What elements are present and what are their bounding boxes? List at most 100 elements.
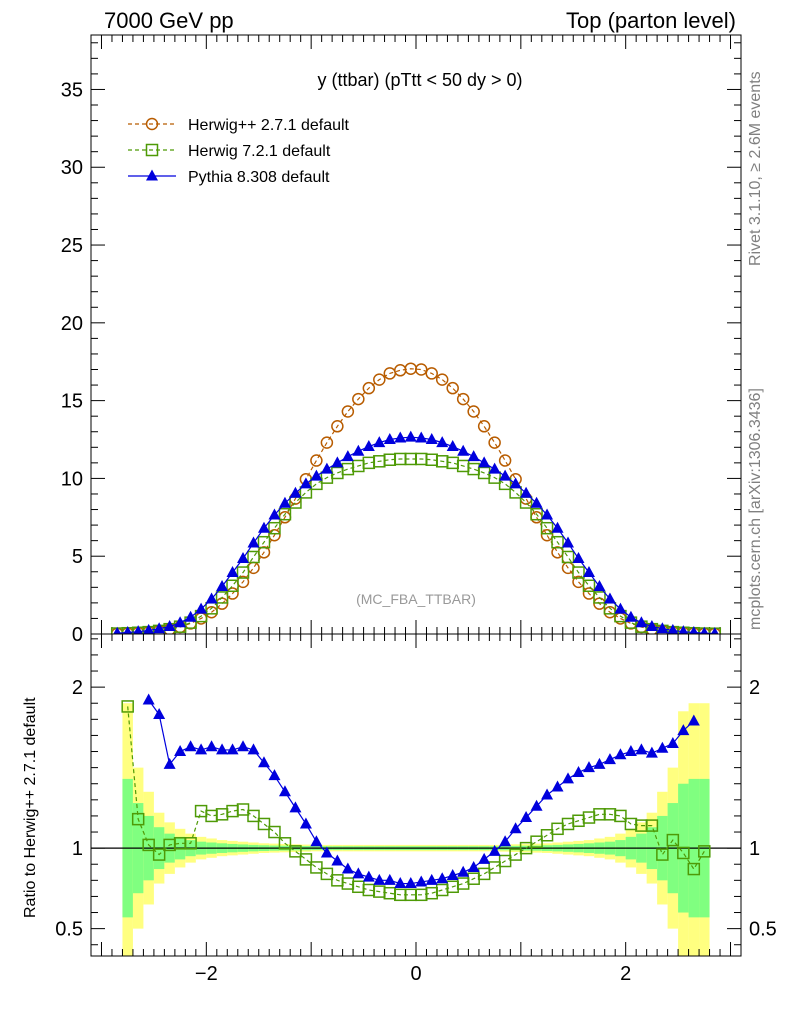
- data-point: [278, 496, 291, 508]
- data-point: [572, 765, 585, 777]
- data-point: [488, 462, 501, 474]
- data-point: [299, 817, 312, 829]
- data-point: [373, 436, 386, 448]
- data-point: [520, 486, 533, 498]
- data-point: [488, 844, 501, 856]
- data-point: [645, 620, 658, 632]
- data-point: [562, 536, 575, 548]
- series-line: [127, 706, 705, 896]
- data-point: [435, 373, 449, 386]
- data-point: [195, 602, 208, 614]
- data-point: [603, 753, 616, 765]
- data-point: [163, 620, 176, 632]
- series-pythia-8-308-default: [142, 693, 700, 889]
- analysis-watermark: (MC_FBA_TTBAR): [356, 591, 476, 607]
- data-point: [310, 469, 323, 481]
- data-point: [667, 623, 679, 634]
- data-point: [257, 756, 270, 768]
- y-tick-label: 0: [72, 624, 83, 646]
- data-point: [624, 610, 637, 622]
- data-point: [645, 746, 658, 758]
- data-point: [373, 373, 386, 386]
- data-point: [143, 623, 155, 634]
- ratio-y-tick-label-right: 1: [749, 838, 760, 860]
- series-herwig-7-2-1-default: [121, 700, 711, 902]
- data-point: [425, 367, 438, 380]
- data-point: [467, 405, 480, 418]
- y-tick-label: 35: [61, 79, 83, 101]
- data-point: [289, 845, 302, 858]
- legend-label: Pythia 8.308 default: [188, 169, 330, 186]
- data-point: [247, 743, 260, 755]
- y-tick-label: 5: [72, 546, 83, 568]
- data-point: [635, 743, 648, 755]
- data-point: [677, 846, 690, 860]
- data-point: [268, 825, 281, 839]
- data-point: [624, 745, 637, 757]
- y-tick-label: 25: [61, 235, 83, 257]
- data-point: [310, 861, 323, 874]
- main-panel: 0 5 10 15 20 25 30 35 Herwig++ 2.7.1 default Herw…: [61, 34, 742, 646]
- data-point: [226, 579, 239, 593]
- data-point: [341, 862, 354, 874]
- ratio-y-tick-label: 2: [72, 677, 83, 699]
- data-point: [205, 740, 218, 752]
- data-point: [257, 535, 271, 549]
- data-point: [320, 462, 333, 474]
- data-point: [541, 508, 554, 520]
- header-left-label: 7000 GeV pp: [104, 8, 234, 33]
- data-point: [320, 867, 334, 881]
- data-point: [268, 769, 281, 781]
- data-point: [247, 536, 260, 548]
- data-point: [436, 872, 449, 884]
- data-point: [215, 591, 229, 604]
- series-line: [117, 458, 715, 634]
- y-tick-label: 10: [61, 468, 83, 490]
- data-point: [152, 848, 166, 861]
- data-point: [656, 622, 669, 634]
- legend-label: Herwig++ 2.7.1 default: [188, 117, 350, 134]
- data-point: [509, 477, 522, 489]
- data-point: [456, 392, 470, 406]
- data-point: [530, 799, 543, 811]
- data-point: [456, 877, 470, 890]
- data-point: [205, 592, 218, 604]
- data-point: [216, 580, 229, 592]
- data-point: [614, 602, 627, 614]
- data-point: [123, 625, 133, 634]
- data-point: [362, 381, 376, 395]
- data-point: [121, 700, 134, 713]
- data-point: [499, 835, 512, 847]
- data-point: [257, 817, 271, 831]
- data-point: [236, 803, 250, 816]
- legend-marker: [145, 117, 159, 131]
- data-point: [236, 566, 250, 579]
- data-point: [656, 741, 669, 753]
- data-point: [394, 877, 407, 889]
- data-point: [687, 862, 701, 876]
- data-point: [614, 748, 627, 760]
- x-tick-label: −2: [195, 963, 218, 985]
- data-point: [278, 507, 292, 521]
- data-point: [446, 869, 459, 880]
- data-point: [425, 873, 438, 885]
- data-point: [446, 381, 459, 395]
- data-point: [710, 627, 719, 634]
- data-point: [373, 873, 386, 885]
- data-point: [415, 875, 428, 887]
- data-point: [561, 550, 575, 564]
- data-point: [540, 829, 554, 842]
- data-point: [687, 714, 700, 726]
- legend-label: Herwig 7.2.1 default: [188, 143, 331, 160]
- data-point: [561, 817, 575, 831]
- data-point: [698, 845, 711, 858]
- data-point: [509, 848, 522, 861]
- data-point: [467, 462, 480, 476]
- x-tick-label: 0: [410, 963, 421, 985]
- data-point: [341, 405, 355, 418]
- data-point: [352, 392, 365, 406]
- data-point: [341, 877, 355, 890]
- ratio-y-tick-label-right: 2: [749, 677, 760, 699]
- data-point: [446, 440, 459, 452]
